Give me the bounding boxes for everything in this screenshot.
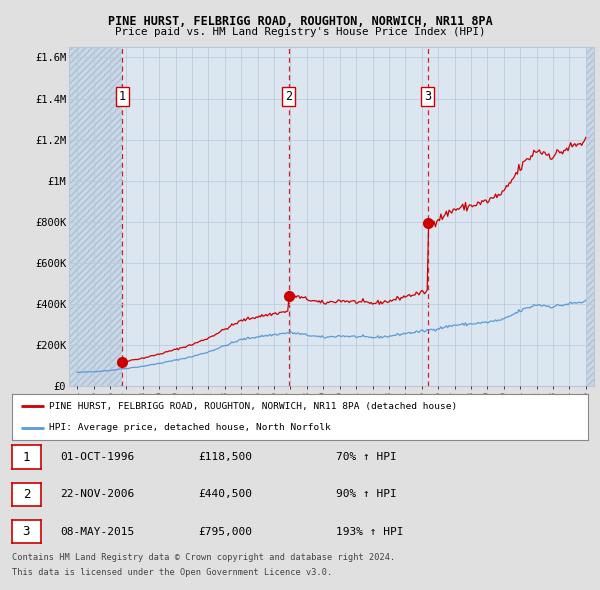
Text: 1: 1 [119,90,126,103]
Text: 22-NOV-2006: 22-NOV-2006 [60,490,134,499]
Text: £440,500: £440,500 [198,490,252,499]
Bar [69,47,122,386]
Text: HPI: Average price, detached house, North Norfolk: HPI: Average price, detached house, Nort… [49,423,331,432]
Bar [586,47,594,386]
Text: £795,000: £795,000 [198,527,252,536]
Text: £118,500: £118,500 [198,453,252,462]
Text: 2: 2 [285,90,292,103]
Text: 3: 3 [23,525,30,538]
Text: 193% ↑ HPI: 193% ↑ HPI [336,527,404,536]
Text: 70% ↑ HPI: 70% ↑ HPI [336,453,397,462]
Text: 08-MAY-2015: 08-MAY-2015 [60,527,134,536]
Text: Contains HM Land Registry data © Crown copyright and database right 2024.: Contains HM Land Registry data © Crown c… [12,553,395,562]
Text: 01-OCT-1996: 01-OCT-1996 [60,453,134,462]
Text: PINE HURST, FELBRIGG ROAD, ROUGHTON, NORWICH, NR11 8PA (detached house): PINE HURST, FELBRIGG ROAD, ROUGHTON, NOR… [49,402,458,411]
Text: PINE HURST, FELBRIGG ROAD, ROUGHTON, NORWICH, NR11 8PA: PINE HURST, FELBRIGG ROAD, ROUGHTON, NOR… [107,15,493,28]
Text: 90% ↑ HPI: 90% ↑ HPI [336,490,397,499]
Text: This data is licensed under the Open Government Licence v3.0.: This data is licensed under the Open Gov… [12,568,332,577]
Text: 1: 1 [23,451,30,464]
Text: 3: 3 [424,90,431,103]
Text: 2: 2 [23,488,30,501]
Text: Price paid vs. HM Land Registry's House Price Index (HPI): Price paid vs. HM Land Registry's House … [115,27,485,37]
